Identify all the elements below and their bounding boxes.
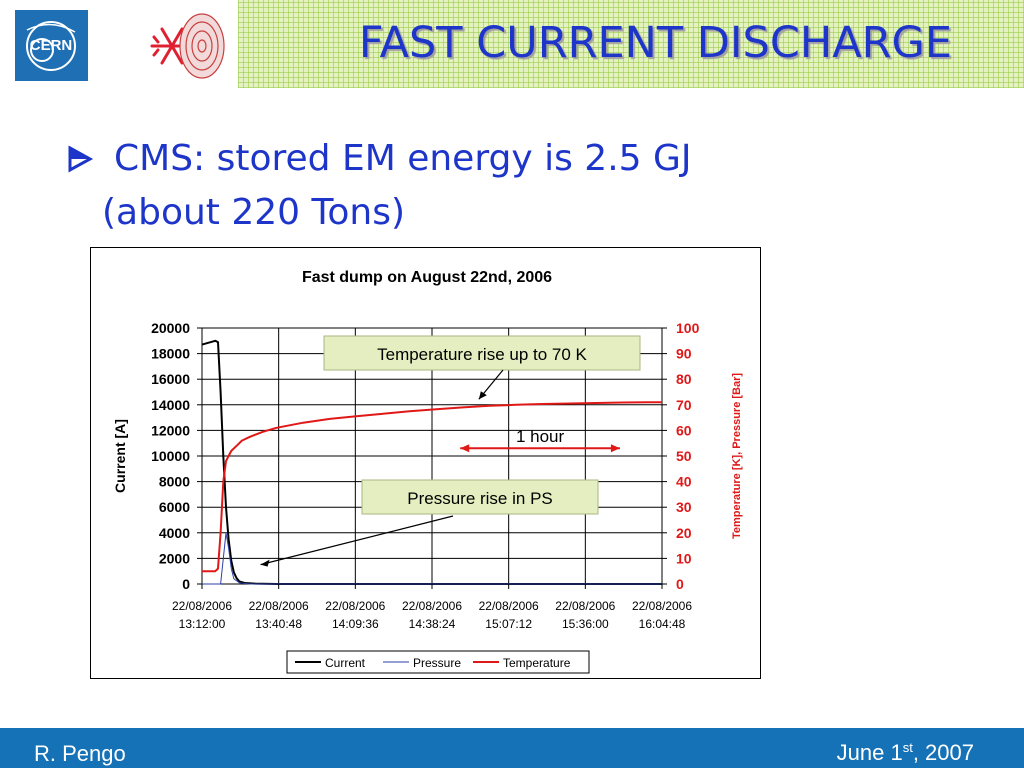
bullet-text-line2: (about 220 Tons) (102, 192, 406, 233)
y-tick-label: 8000 (159, 474, 190, 490)
y2-tick-label: 10 (676, 550, 692, 566)
x-tick-label-date: 22/08/2006 (402, 599, 462, 613)
chart-title: Fast dump on August 22nd, 2006 (302, 269, 552, 286)
footer-date-month: June 1 (836, 740, 903, 765)
page-title: FAST CURRENT DISCHARGE (358, 18, 952, 68)
bullet-text-line1: CMS: stored EM energy is 2.5 GJ (114, 138, 692, 179)
title-band: FAST CURRENT DISCHARGE (238, 0, 1024, 88)
bullet-arrow-icon (68, 145, 94, 173)
footer-date-suffix: st (902, 740, 913, 755)
series-line-temperature (202, 401, 662, 573)
y2-tick-label: 80 (676, 371, 692, 387)
chart-frame: Fast dump on August 22nd, 2006 Current [… (90, 247, 761, 679)
svg-text:CERN: CERN (30, 37, 73, 54)
annotation-span-arrowhead-left (460, 444, 470, 453)
footer-date: June 1st, 2007 (837, 740, 974, 766)
x-tick-label-time: 13:40:48 (255, 617, 302, 631)
x-tick-label-date: 22/08/2006 (325, 599, 385, 613)
annotation-box-temperature (323, 335, 641, 371)
legend-label-pressure: Pressure (413, 656, 461, 670)
legend-label-current: Current (325, 656, 366, 670)
footer-author: R. Pengo (34, 741, 126, 766)
annotation-arrowhead-temperature (478, 391, 487, 400)
legend-box (286, 650, 590, 674)
y2-tick-label: 70 (676, 397, 692, 413)
annotation-span-arrowhead-right (610, 444, 620, 453)
y-tick-label: 16000 (151, 371, 190, 387)
annotation-span-label: 1 hour (516, 427, 565, 446)
y2-tick-label: 50 (676, 448, 692, 464)
y2-tick-label: 60 (676, 422, 692, 438)
annotation-arrow-pressure (260, 515, 454, 566)
y-tick-label: 18000 (151, 346, 190, 362)
y-tick-label: 0 (182, 576, 190, 592)
x-tick-label-time: 14:38:24 (409, 617, 456, 631)
annotation-arrowhead-pressure (260, 559, 270, 567)
y-tick-label: 2000 (159, 550, 190, 566)
x-tick-label-date: 22/08/2006 (172, 599, 232, 613)
footer-bar: R. Pengo June 1st, 2007 (0, 728, 1024, 768)
x-tick-label-time: 14:09:36 (332, 617, 379, 631)
y-tick-label: 10000 (151, 448, 190, 464)
y-tick-label: 12000 (151, 422, 190, 438)
y-tick-label: 20000 (151, 320, 190, 336)
x-tick-label-date: 22/08/2006 (632, 599, 692, 613)
x-tick-label-time: 16:04:48 (639, 617, 686, 631)
footer-date-year: , 2007 (912, 740, 974, 765)
annotation-pressure: Pressure rise in PS (407, 489, 553, 508)
y2-tick-label: 90 (676, 346, 692, 362)
y2-tick-label: 30 (676, 499, 692, 515)
x-tick-label-date: 22/08/2006 (555, 599, 615, 613)
y2-axis-label: Temperature [K], Pressure [Bar] (731, 373, 743, 539)
x-tick-label-time: 15:36:00 (562, 617, 609, 631)
x-tick-label-date: 22/08/2006 (249, 599, 309, 613)
chart: Fast dump on August 22nd, 2006 Current [… (112, 269, 743, 674)
y2-tick-label: 40 (676, 474, 692, 490)
y-axis-label: Current [A] (112, 419, 128, 493)
annotation-temperature: Temperature rise up to 70 K (377, 345, 587, 364)
y2-tick-label: 20 (676, 525, 692, 541)
series-line-pressure (202, 532, 662, 585)
y2-tick-label: 100 (676, 320, 700, 336)
x-tick-label-time: 13:12:00 (179, 617, 226, 631)
x-tick-label-date: 22/08/2006 (479, 599, 539, 613)
snowflake-logo-icon (148, 6, 228, 84)
y2-tick-label: 0 (676, 576, 684, 592)
y-tick-label: 6000 (159, 499, 190, 515)
y-tick-label: 4000 (159, 525, 190, 541)
legend-label-temperature: Temperature (503, 656, 571, 670)
cern-logo-icon: CERN (15, 10, 88, 81)
bullet-point: CMS: stored EM energy is 2.5 GJ (about 2… (66, 132, 966, 240)
annotation-box-pressure (361, 479, 599, 515)
y-tick-label: 14000 (151, 397, 190, 413)
x-tick-label-time: 15:07:12 (485, 617, 532, 631)
